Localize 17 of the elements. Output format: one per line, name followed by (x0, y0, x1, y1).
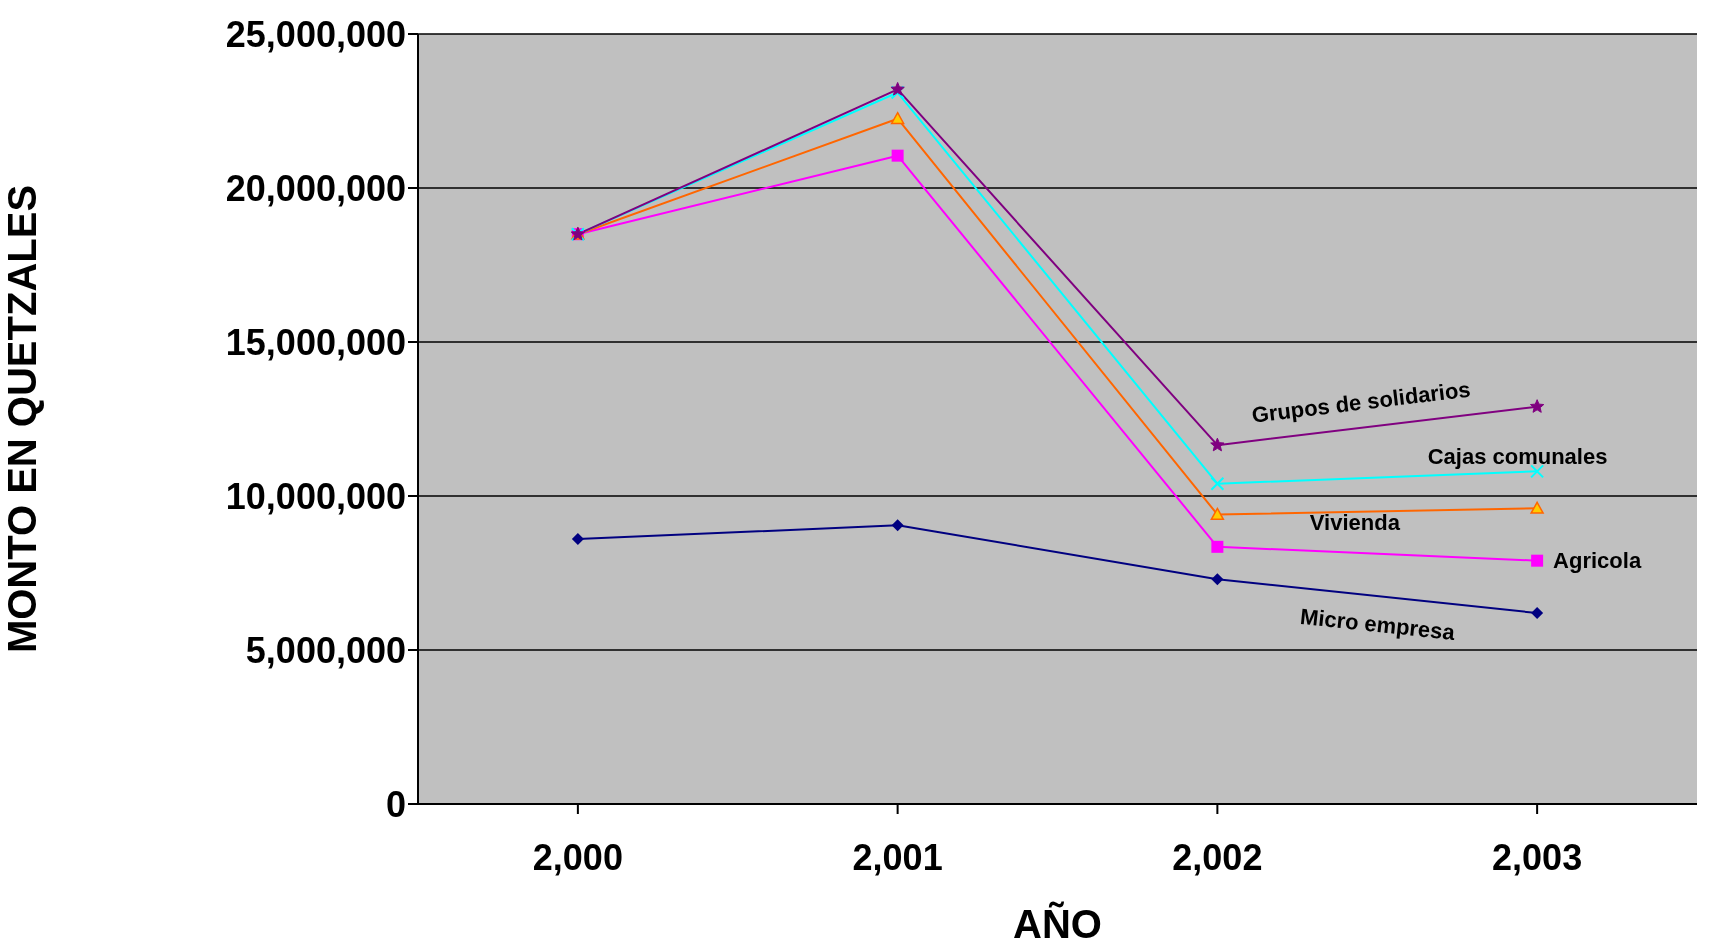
text: Micro empresa (1298, 603, 1457, 646)
y-tick-label: 15,000,000 (225, 321, 406, 363)
x-tick-label: 2,003 (1492, 836, 1583, 878)
y-tick-label: 25,000,000 (225, 13, 406, 55)
series-label: Agricola (1553, 548, 1642, 574)
series-label: Cajas comunales (1427, 443, 1608, 469)
y-axis-title: MONTO EN QUETZALES (0, 184, 45, 654)
x-tick-label: 2,000 (532, 836, 623, 878)
series-label: Vivienda (1309, 509, 1401, 535)
y-tick-label: 20,000,000 (225, 167, 406, 209)
x-tick-label: 2,002 (1172, 836, 1263, 878)
x-tick-label: 2,001 (852, 836, 943, 878)
y-tick-label: 5,000,000 (245, 629, 406, 671)
text: Grupos de solidarios (1250, 376, 1472, 428)
y-tick-label: 10,000,000 (225, 475, 406, 517)
x-axis-title: AÑO (1013, 901, 1102, 946)
y-tick-label: 0 (385, 783, 406, 825)
